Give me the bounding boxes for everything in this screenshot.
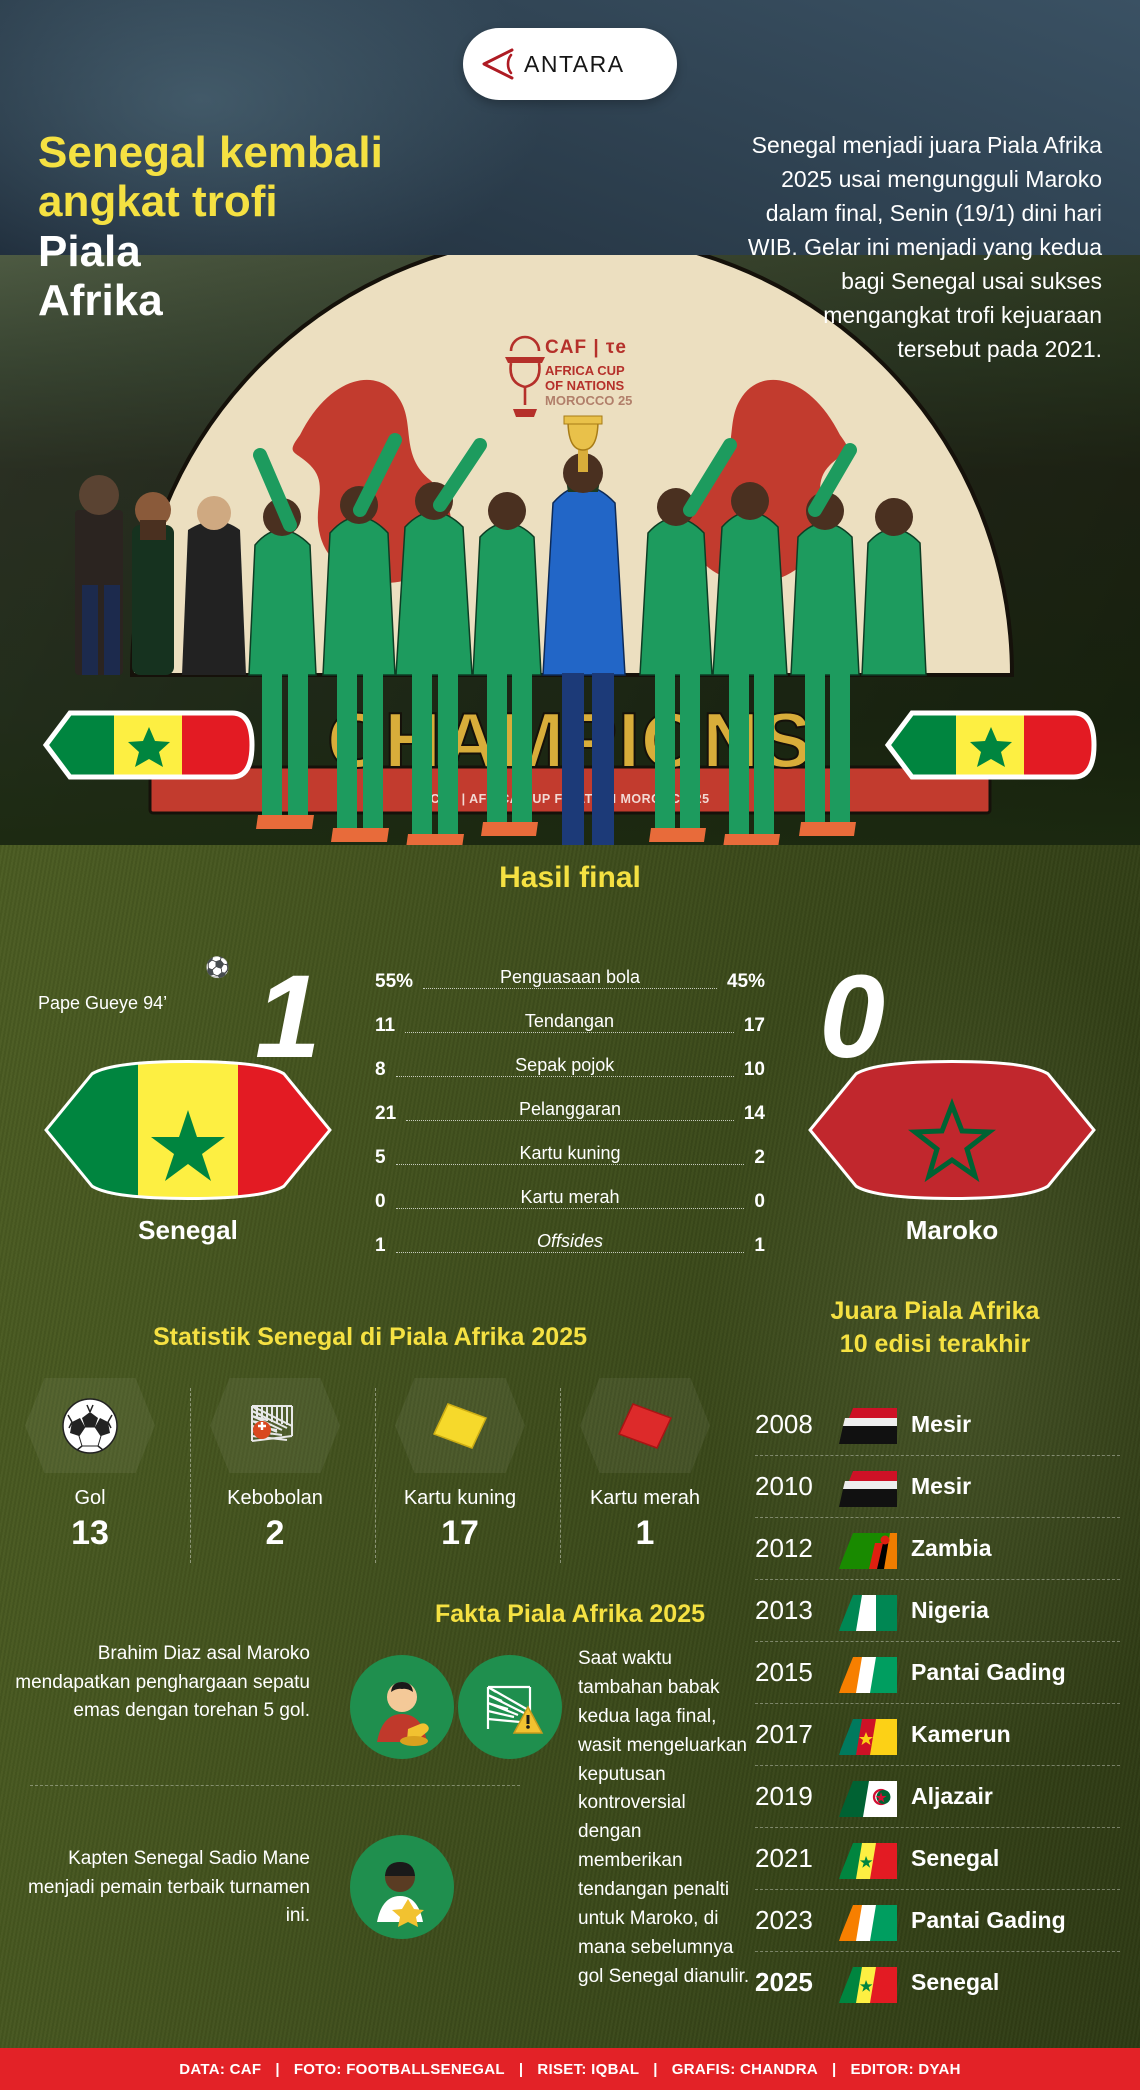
svg-text:OF NATIONS: OF NATIONS bbox=[545, 378, 625, 393]
svg-text:ANTARA: ANTARA bbox=[524, 51, 625, 77]
svg-text:AFRICA CUP: AFRICA CUP bbox=[545, 363, 625, 378]
svg-text:MOROCCO 25: MOROCCO 25 bbox=[545, 393, 632, 408]
svg-text:CAF | τe: CAF | τe bbox=[545, 337, 627, 358]
